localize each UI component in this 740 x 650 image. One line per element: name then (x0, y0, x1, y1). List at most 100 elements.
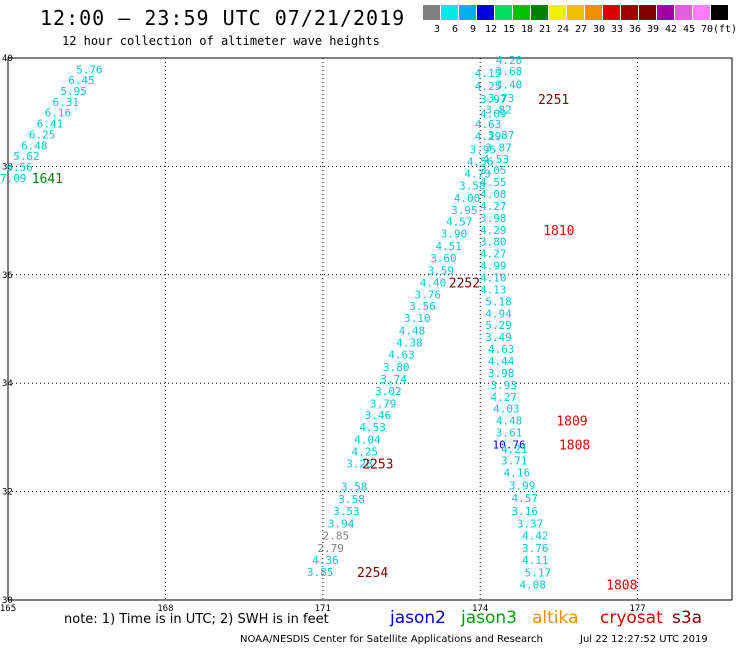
time-tag: 1808 (559, 438, 590, 453)
colorbar-label: 36 (629, 24, 642, 35)
swh-value: 3.79 (370, 397, 397, 410)
colorbar-label: 39 (647, 24, 660, 35)
swh-value: 4.15 (475, 67, 502, 80)
colorbar-label: 24 (557, 24, 570, 35)
swh-value: 4.94 (485, 307, 512, 320)
swh-value: 6.48 (21, 139, 48, 152)
swh-value: 4.53 (483, 153, 510, 166)
colorbar-swatch (495, 5, 513, 20)
swh-value: 3.10 (404, 312, 431, 325)
swh-value: 4.53 (359, 421, 386, 434)
swh-value: 10.76 (492, 438, 525, 451)
swh-value: 4.08 (480, 188, 507, 201)
time-tag: 1809 (556, 415, 587, 430)
swh-value: 4.40 (420, 276, 447, 289)
swh-value: 4.73 (464, 167, 491, 180)
swh-value: 5.62 (13, 150, 40, 163)
swh-value: 6.45 (68, 74, 95, 87)
colorbar-swatch (693, 5, 711, 20)
swh-value: 4.25 (352, 445, 379, 458)
colorbar-swatch (441, 5, 459, 20)
swh-value: 3.85 (307, 566, 334, 579)
legend-jason3: jason3 (461, 608, 517, 628)
time-tag: 2251 (538, 93, 569, 108)
colorbar-swatch (567, 5, 585, 20)
swh-value: 7.09 (0, 172, 26, 185)
swh-value: 4.08 (519, 578, 546, 591)
swh-value: 3.87 (485, 141, 512, 154)
swh-value: 4.25 (475, 80, 502, 93)
swh-value: 3.74 (380, 373, 407, 386)
swh-value: 3.46 (365, 409, 392, 422)
swh-value: 3.95 (470, 144, 497, 157)
swh-value: 3.76 (522, 542, 549, 555)
lat-tick-label: 36 (2, 271, 13, 281)
swh-value: 6.25 (29, 128, 56, 141)
lat-tick-label: 34 (2, 379, 13, 389)
colorbar-label: 30 (593, 24, 606, 35)
time-tag: 1641 (32, 172, 63, 187)
swh-value: 4.57 (512, 492, 539, 505)
legend-jason2: jason2 (390, 608, 446, 628)
generated-timestamp: Jul 22 12:27:52 UTC 2019 (580, 634, 708, 645)
swh-value: 3.68 (496, 65, 523, 78)
swh-value: 3.94 (328, 518, 355, 531)
colorbar-label: 70 (701, 24, 714, 35)
colorbar-swatch (603, 5, 621, 20)
legend-s3a: s3a (672, 608, 703, 628)
swh-value: 5.76 (76, 63, 103, 76)
colorbar-label: 15 (503, 24, 516, 35)
time-tag: 2252 (449, 276, 480, 291)
swh-value: 3.60 (430, 252, 457, 265)
swh-value: 4.56 (467, 156, 494, 169)
swh-value: 4.11 (522, 554, 549, 567)
swh-value: 3.95 (451, 204, 478, 217)
swh-value: 2.85 (323, 530, 350, 543)
swh-value: 3.37 (517, 518, 544, 531)
swh-value: 6.31 (52, 96, 79, 109)
swh-value: 3.71 (501, 455, 528, 468)
swh-value: 4.03 (493, 403, 520, 416)
swh-value: 3.73 (488, 92, 515, 105)
colorbar-label: 45 (683, 24, 696, 35)
swh-value: 3.99 (509, 480, 536, 493)
colorbar-swatch (585, 5, 603, 20)
swh-value: 4.44 (488, 355, 515, 368)
swh-value: 4.21 (501, 443, 528, 456)
swh-value: 4.13 (480, 283, 507, 296)
colorbar-swatch (477, 5, 495, 20)
swh-value: 6.16 (45, 107, 72, 120)
swh-value: 4.10 (480, 272, 507, 285)
swh-value: 3.59 (428, 264, 455, 277)
colorbar-swatch (513, 5, 531, 20)
swh-value: 3.56 (409, 300, 436, 313)
time-tag: 2254 (357, 566, 388, 581)
swh-value: 3.82 (485, 103, 512, 116)
swh-value: 3.93 (491, 379, 518, 392)
swh-value: 4.48 (496, 415, 523, 428)
swh-value: 4.63 (388, 348, 415, 361)
swh-value: 3.16 (512, 505, 539, 518)
swh-value: 3.02 (375, 385, 402, 398)
map-subtitle: 12 hour collection of altimeter wave hei… (62, 34, 380, 48)
lat-tick-label: 38 (2, 162, 13, 172)
swh-value: 3.28 (346, 457, 373, 470)
swh-value: 4.51 (435, 240, 462, 253)
swh-value: 5.95 (60, 85, 87, 98)
time-tag: 1810 (543, 224, 574, 239)
swh-value: 4.99 (480, 260, 507, 273)
swh-value: 4.57 (446, 216, 473, 229)
swh-value: 4.16 (504, 467, 531, 480)
legend-cryosat: cryosat (600, 608, 663, 628)
map-title: 12:00 – 23:59 UTC 07/21/2019 (40, 6, 406, 30)
colorbar-label: 27 (575, 24, 588, 35)
swh-value: 3.58 (459, 179, 486, 192)
swh-value: 4.20 (496, 54, 523, 67)
swh-value: 3.87 (488, 129, 515, 142)
swh-value: 4.27 (491, 391, 518, 404)
colorbar-label: 33 (611, 24, 624, 35)
swh-value: 4.00 (454, 192, 481, 205)
swh-value: 4.29 (475, 130, 502, 143)
footer-note: note: 1) Time is in UTC; 2) SWH is in fe… (64, 612, 329, 627)
swh-value: 3.90 (441, 228, 468, 241)
